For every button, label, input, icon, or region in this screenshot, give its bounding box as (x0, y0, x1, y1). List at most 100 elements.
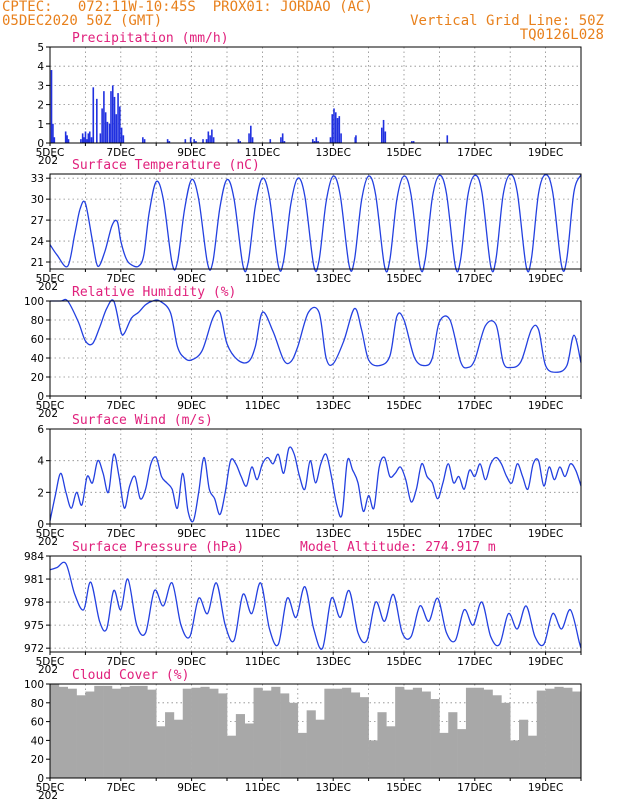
precip-bar (106, 121, 109, 143)
precip-bar (119, 106, 121, 143)
x-tick-label: 19DEC (528, 528, 563, 540)
precip-bar (248, 133, 250, 143)
cloud-bar (501, 702, 511, 778)
cloud-bar (315, 719, 325, 778)
precip-bar (117, 93, 119, 143)
y-tick-label: 1 (37, 119, 44, 131)
precip-bar (52, 123, 54, 143)
panel-frame (49, 428, 582, 525)
precip-bar (281, 133, 284, 143)
precip-bar (237, 139, 240, 143)
x-tick-label: 11DEC (245, 782, 280, 794)
cloud-bar (129, 685, 139, 778)
x-tick-label: 7DEC (106, 147, 135, 159)
cloud-bar (271, 686, 281, 778)
cloud-bar (572, 691, 582, 778)
precip-bar (331, 114, 334, 143)
cloud-bar (58, 686, 68, 778)
precip-bar (120, 127, 123, 143)
y-tick-label: 972 (24, 643, 44, 655)
precip-bar (251, 137, 254, 143)
precip-bar (111, 85, 114, 143)
panel-title: Surface Wind (m/s) (72, 413, 213, 428)
precip-bar (315, 137, 318, 143)
cloud-bar (76, 695, 86, 778)
y-tick-label: 80 (31, 698, 44, 710)
cloud-bar (306, 710, 316, 778)
cloud-bar (173, 719, 184, 778)
panel-frame (49, 173, 582, 270)
x-tick-label: 11DEC (245, 528, 280, 540)
y-tick-label: 20 (31, 754, 44, 766)
precip-bar (202, 139, 204, 143)
precip-bar (336, 118, 339, 143)
precip-bar (122, 135, 125, 143)
y-tick-label: 2 (37, 100, 44, 112)
x-tick-label: 19DEC (528, 400, 563, 412)
panel-frame (49, 555, 582, 653)
panel-title: Cloud Cover (%) (72, 668, 189, 683)
precip-bar (340, 133, 342, 143)
x-tick-label: 13DEC (315, 782, 350, 794)
precip-bar (311, 139, 314, 143)
x-tick-label: 19DEC (528, 273, 563, 285)
x-tick-label: 15DEC (386, 782, 421, 794)
panel-title: Surface Pressure (hPa) (72, 540, 244, 555)
cloud-bar (280, 693, 290, 778)
x-tick-label: 13DEC (315, 273, 350, 285)
x-year-label: 202 (38, 155, 58, 167)
precip-bar (212, 137, 215, 143)
panel-frame (49, 683, 582, 779)
y-tick-label: 981 (24, 574, 44, 586)
precip-bar (143, 139, 146, 143)
x-tick-label: 17DEC (457, 782, 492, 794)
precip-bar (189, 137, 192, 143)
x-tick-label: 11DEC (245, 147, 280, 159)
precip-bar (205, 139, 208, 143)
series-line (49, 174, 582, 273)
x-year-label: 202 (38, 281, 58, 293)
cloud-bar (510, 740, 520, 778)
cloud-bar (359, 697, 369, 778)
x-tick-label: 17DEC (457, 656, 492, 668)
y-tick-label: 0 (37, 138, 44, 150)
y-tick-label: 80 (31, 315, 44, 327)
precip-bar (92, 87, 95, 143)
precip-bar (99, 133, 102, 143)
precip-bar (115, 114, 118, 143)
x-tick-label: 9DEC (177, 400, 206, 412)
precip-bar (108, 123, 111, 143)
x-tick-label: 5DEC (36, 147, 65, 159)
y-tick-label: 33 (31, 173, 44, 185)
precip-bar (104, 112, 107, 143)
x-tick-label: 19DEC (528, 147, 563, 159)
cloud-bar (324, 688, 334, 778)
cloud-bar (395, 686, 405, 778)
x-tick-label: 11DEC (245, 273, 280, 285)
y-tick-label: 984 (24, 551, 44, 563)
x-tick-label: 13DEC (315, 528, 350, 540)
y-tick-label: 60 (31, 717, 44, 729)
precip-bar (110, 91, 112, 143)
panel-title: Relative Humidity (%) (72, 285, 236, 300)
series-line (49, 298, 582, 373)
x-tick-label: 13DEC (315, 147, 350, 159)
y-tick-label: 5 (37, 42, 44, 54)
x-year-label: 202 (38, 664, 58, 676)
x-tick-label: 17DEC (457, 273, 492, 285)
precip-bar (81, 133, 84, 143)
y-tick-label: 0 (37, 519, 44, 531)
cloud-bar (483, 689, 493, 778)
cloud-bar (342, 687, 352, 778)
cloud-bar (165, 712, 175, 778)
cloud-bar (457, 729, 467, 778)
y-tick-label: 4 (37, 456, 44, 468)
vertical-grid-note: Vertical Grid Line: 50Z (410, 13, 604, 29)
precip-bar (184, 139, 187, 143)
y-tick-label: 27 (31, 215, 44, 227)
cloud-bar (448, 712, 458, 778)
cloud-bar (147, 689, 157, 778)
precip-bar (103, 91, 105, 143)
precip-bar (333, 108, 335, 143)
x-year-label: 202 (38, 536, 58, 548)
